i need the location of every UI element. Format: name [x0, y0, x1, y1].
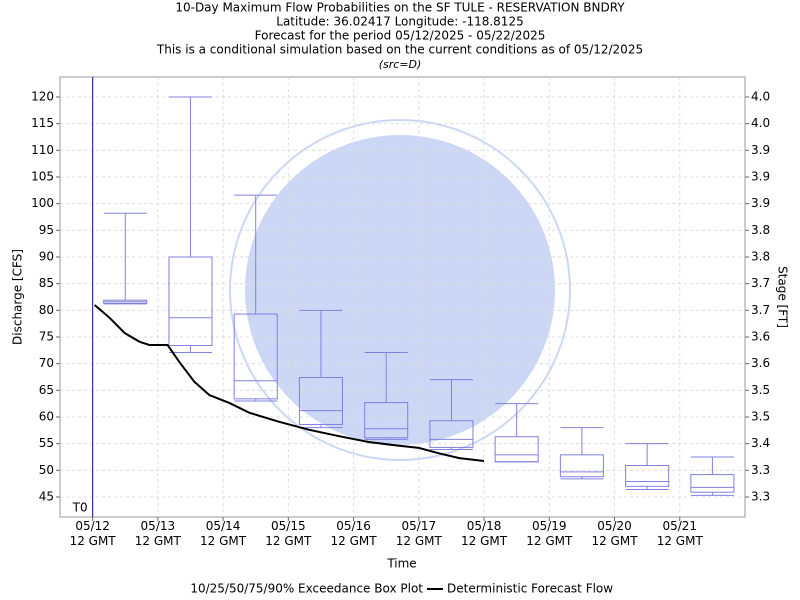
y2-tick-label: 3.8	[751, 223, 770, 237]
forecast-line	[93, 304, 485, 462]
y2-tick-label: 3.9	[751, 143, 770, 157]
x-tick-label: 05/15 12 GMT	[265, 519, 312, 548]
y-tick-label: 55	[39, 436, 54, 450]
box	[168, 256, 213, 347]
subtitle: Latitude: 36.02417 Longitude: -118.8125	[276, 15, 523, 29]
y-tick-label: 70	[39, 356, 54, 370]
y-tick-label: 120	[31, 90, 54, 104]
y-tick-label: 65	[39, 383, 54, 397]
y-tick-label: 45	[39, 490, 54, 504]
y2-tick-label: 3.3	[751, 490, 770, 504]
y2-tick-label: 3.5	[751, 383, 770, 397]
legend-label: Deterministic Forecast Flow	[447, 582, 613, 596]
box	[429, 420, 474, 448]
y2-tick-label: 3.6	[751, 330, 770, 344]
x-tick-label: 05/20 12 GMT	[591, 519, 638, 548]
y2-tick-label: 3.3	[751, 463, 770, 477]
box	[625, 465, 670, 487]
y2-tick-label: 3.4	[751, 436, 770, 450]
y-tick-label: 90	[39, 250, 54, 264]
y2-tick-label: 3.7	[751, 303, 770, 317]
y2-axis-label: Stage [FT]	[776, 266, 790, 328]
source: (src=D)	[379, 58, 422, 71]
y2-tick-label: 4.0	[751, 90, 770, 104]
y2-tick-label: 3.7	[751, 276, 770, 290]
watermark	[229, 119, 571, 461]
box	[690, 474, 735, 493]
box	[364, 402, 409, 439]
y-tick-label: 100	[31, 196, 54, 210]
y-tick-label: 95	[39, 223, 54, 237]
y-tick-label: 105	[31, 170, 54, 184]
y2-tick-label: 3.8	[751, 250, 770, 264]
y-tick-label: 85	[39, 276, 54, 290]
subtitle: Forecast for the period 05/12/2025 - 05/…	[255, 29, 546, 43]
box	[494, 436, 539, 463]
y-tick-label: 50	[39, 463, 54, 477]
y2-tick-label: 3.5	[751, 410, 770, 424]
box	[298, 377, 343, 425]
y2-tick-label: 3.6	[751, 356, 770, 370]
x-tick-label: 05/19 12 GMT	[526, 519, 573, 548]
box	[559, 454, 604, 478]
box	[233, 313, 278, 400]
y-tick-label: 60	[39, 410, 54, 424]
y-tick-label: 115	[31, 116, 54, 130]
y2-tick-label: 4.0	[751, 116, 770, 130]
x-tick-label: 05/17 12 GMT	[395, 519, 442, 548]
x-tick-label: 05/16 12 GMT	[330, 519, 377, 548]
y2-tick-label: 3.9	[751, 170, 770, 184]
y-tick-label: 110	[31, 143, 54, 157]
x-tick-label: 05/21 12 GMT	[656, 519, 703, 548]
x-tick-label: 05/13 12 GMT	[134, 519, 181, 548]
x-axis-label: Time	[386, 557, 416, 571]
subtitle: This is a conditional simulation based o…	[156, 43, 643, 57]
y-tick-label: 80	[39, 303, 54, 317]
marker-label: T0	[72, 501, 88, 515]
x-tick-label: 05/14 12 GMT	[200, 519, 247, 548]
x-tick-label: 05/18 12 GMT	[461, 519, 508, 548]
legend-label: 10/25/50/75/90% Exceedance Box Plot	[190, 582, 423, 596]
y2-tick-label: 3.9	[751, 196, 770, 210]
y-tick-label: 75	[39, 330, 54, 344]
chart-title: 10-Day Maximum Flow Probabilities on the…	[175, 1, 625, 15]
x-tick-label: 05/12 12 GMT	[69, 519, 116, 548]
y-axis-label: Discharge [CFS]	[11, 249, 25, 345]
